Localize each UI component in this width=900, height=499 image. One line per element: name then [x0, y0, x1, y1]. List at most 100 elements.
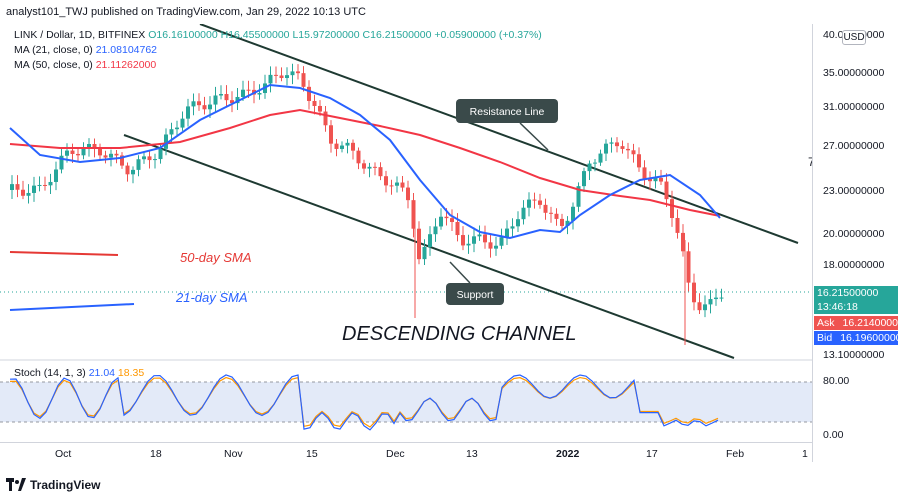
legend-change: +0.05900000 (+0.37%)	[434, 29, 542, 41]
candle-body	[87, 144, 91, 149]
candle-body	[483, 234, 487, 243]
candle-body	[450, 218, 454, 223]
candle-body	[620, 146, 625, 149]
time-axis[interactable]: Oct 18 Nov 15 Dec 13 2022 17 Feb 1	[0, 442, 812, 462]
candle-body	[422, 246, 427, 260]
candle-body	[246, 89, 251, 91]
candle-body	[532, 199, 537, 201]
candle-body	[675, 217, 680, 233]
candle-body	[494, 245, 498, 249]
legend-low: L15.97200000	[292, 29, 360, 41]
candle-body	[428, 234, 432, 247]
candle-body	[37, 184, 42, 186]
stoch-axis-0: 0.00	[823, 429, 844, 441]
candle-body	[356, 150, 361, 164]
candle-body	[681, 232, 685, 252]
time-label-oct: Oct	[55, 448, 71, 460]
candle-body	[587, 163, 592, 172]
candle-body	[43, 184, 47, 186]
candle-body	[219, 94, 223, 96]
legend-ohlc-row: LINK / Dollar, 1D, BITFINEX O16.16100000…	[14, 28, 542, 43]
candle-body	[241, 89, 245, 97]
candle-body	[345, 142, 350, 146]
price-axis[interactable]: 40.00000000 35.00000000 31.00000000 27.0…	[812, 24, 900, 462]
sma50-label: 50-day SMA	[180, 250, 252, 265]
candle-body	[340, 145, 344, 149]
time-label-15: 15	[306, 448, 318, 460]
resistance-label: Resistance Line	[470, 106, 545, 118]
candle-body	[296, 71, 300, 74]
support-label: Support	[457, 289, 494, 301]
candle-body	[719, 297, 724, 299]
time-label-feb: Feb	[726, 448, 744, 460]
candle-body	[631, 150, 636, 155]
candle-body	[642, 167, 647, 179]
time-label-17: 17	[646, 448, 658, 460]
candle-body	[213, 95, 218, 105]
candle-body	[230, 100, 234, 104]
candle-body	[59, 155, 64, 170]
bid-tag: Bid 16.19600000	[814, 331, 900, 345]
candle-body	[389, 185, 394, 187]
candle-body	[444, 216, 449, 219]
candle-body	[153, 159, 157, 161]
sma50-sample-line	[9, 251, 119, 256]
candle-body	[400, 182, 405, 188]
candle-body	[109, 153, 113, 158]
candle-body	[527, 199, 531, 208]
candle-body	[224, 94, 229, 101]
candle-body	[576, 186, 581, 207]
candle-body	[10, 184, 14, 190]
legend-ma21-row: MA (21, close, 0) 21.08104762	[14, 43, 542, 58]
price-chart[interactable]: Resistance Line Support 50-day SMA 21-da…	[0, 24, 812, 462]
ask-value: 16.21400000	[842, 317, 900, 329]
candle-body	[395, 182, 399, 186]
legend-ma21-value: 21.08104762	[95, 44, 158, 56]
candle-body	[378, 167, 383, 177]
currency-button[interactable]: USD	[842, 30, 866, 45]
candle-body	[565, 220, 570, 226]
candle-body	[477, 234, 482, 237]
candle-body	[466, 243, 471, 246]
candle-body	[670, 199, 674, 218]
candle-body	[312, 100, 317, 106]
sma21-sample-line	[9, 303, 135, 311]
candle-body	[120, 155, 124, 166]
time-label-18: 18	[150, 448, 162, 460]
stoch-k-value: 21.04	[88, 367, 115, 379]
candle-body	[136, 159, 141, 170]
stoch-label: Stoch (14, 1, 3)	[14, 367, 86, 379]
chart-legend: LINK / Dollar, 1D, BITFINEX O16.16100000…	[14, 28, 542, 73]
candle-body	[76, 153, 80, 156]
ma21-line	[9, 83, 721, 240]
candle-body	[516, 219, 520, 227]
candle-body	[461, 235, 465, 246]
candle-body	[169, 129, 174, 135]
time-label-nov: Nov	[224, 448, 243, 460]
candle-body	[279, 75, 284, 79]
candle-body	[329, 125, 333, 144]
candle-body	[609, 142, 614, 144]
candle-body	[560, 218, 564, 226]
legend-ma21-label: MA (21, close, 0)	[14, 44, 93, 56]
brand-name: TradingView	[30, 478, 101, 492]
candle-body	[318, 105, 322, 112]
footer: TradingView	[0, 472, 900, 499]
candle-body	[637, 154, 641, 168]
ask-label: Ask	[817, 317, 835, 329]
candle-body	[604, 143, 608, 154]
last-price-tag: 16.21500000 13:46:18	[814, 286, 898, 314]
candle-body	[505, 228, 509, 238]
candle-body	[290, 71, 295, 76]
ask-tag: Ask 16.21400000	[814, 316, 900, 330]
candle-body	[323, 111, 328, 126]
stoch-d-value: 18.35	[117, 367, 145, 379]
candle-body	[48, 181, 53, 186]
candle-body	[626, 148, 630, 151]
candle-body	[554, 213, 559, 219]
last-price-value: 16.21500000	[817, 287, 879, 299]
candle-body	[659, 177, 663, 182]
candle-body	[21, 189, 25, 196]
price-label-31: 31.00000000	[823, 101, 884, 113]
candle-body	[538, 200, 542, 205]
